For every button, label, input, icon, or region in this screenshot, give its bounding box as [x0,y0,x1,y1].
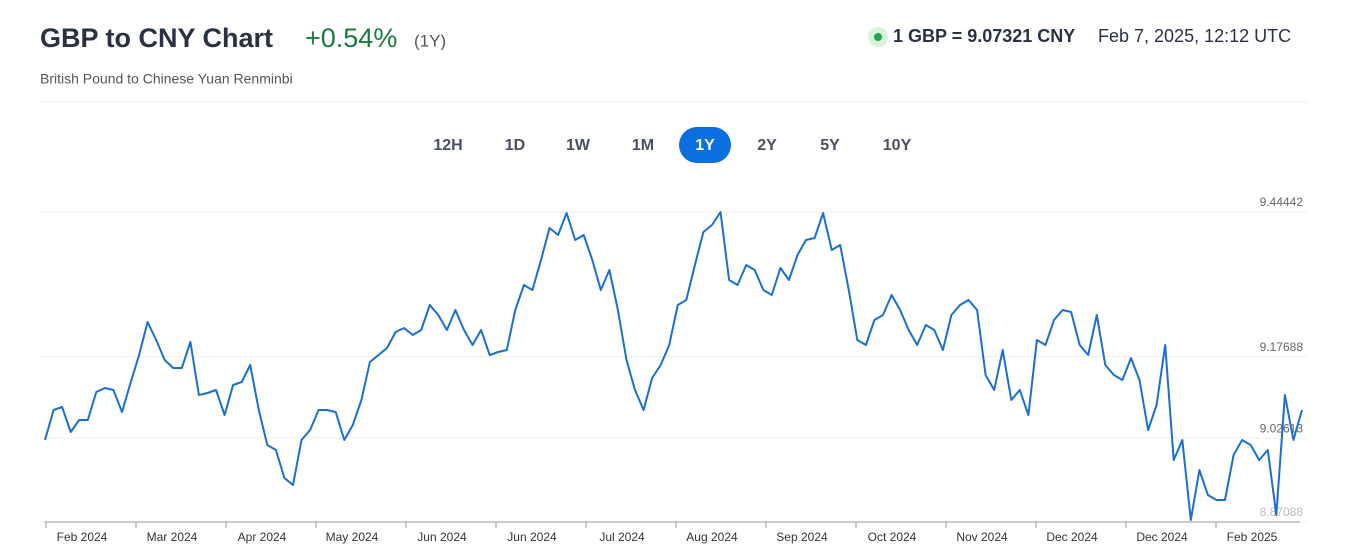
x-tick-label: Jul 2024 [599,530,645,544]
y-tick-label: 9.17688 [1260,340,1304,354]
range-button-label: 2Y [757,137,777,154]
y-tick-label: 8.87088 [1260,505,1304,519]
range-button-label: 1Y [695,137,715,154]
x-tick-label: Sep 2024 [776,530,828,544]
x-tick-label: Dec 2024 [1046,530,1098,544]
timestamp: Feb 7, 2025, 12:12 UTC [1098,26,1291,46]
range-button-label: 10Y [883,137,912,154]
range-button[interactable]: 1Y [679,127,731,163]
x-tick-label: Mar 2024 [147,530,198,544]
range-button[interactable]: 2Y [741,127,793,163]
chart-title: GBP to CNY Chart [40,23,273,53]
range-button[interactable]: 10Y [866,127,929,163]
x-tick-label: Aug 2024 [686,530,738,544]
x-tick-label: Apr 2024 [238,530,287,544]
range-button-label: 5Y [820,137,840,154]
range-button[interactable]: 1M [617,127,669,163]
x-tick-label: Oct 2024 [868,530,917,544]
range-button-label: 12H [433,137,462,154]
x-tick-label: Jun 2024 [507,530,557,544]
range-button[interactable]: 12H [417,127,480,163]
live-dot [874,33,882,41]
x-tick-label: May 2024 [326,530,379,544]
change: +0.54% [305,23,397,53]
range-button[interactable]: 1W [552,127,604,163]
subtitle: British Pound to Chinese Yuan Renminbi [40,71,293,87]
range-button-bg [679,127,731,163]
range-button[interactable]: 1D [489,127,541,163]
x-tick-label: Feb 2024 [57,530,108,544]
range-button[interactable]: 5Y [804,127,856,163]
range-button-label: 1D [505,137,525,154]
price-line [44,211,1303,521]
x-tick-label: Nov 2024 [956,530,1008,544]
range-button-label: 1M [632,137,654,154]
change-period: (1Y) [414,31,446,50]
y-tick-label: 9.44442 [1260,195,1304,209]
x-tick-label: Dec 2024 [1136,530,1188,544]
range-button-label: 1W [566,137,591,154]
x-tick-label: Feb 2025 [1227,530,1278,544]
x-tick-label: Jun 2024 [417,530,467,544]
rate: 1 GBP = 9.07321 CNY [893,26,1075,46]
